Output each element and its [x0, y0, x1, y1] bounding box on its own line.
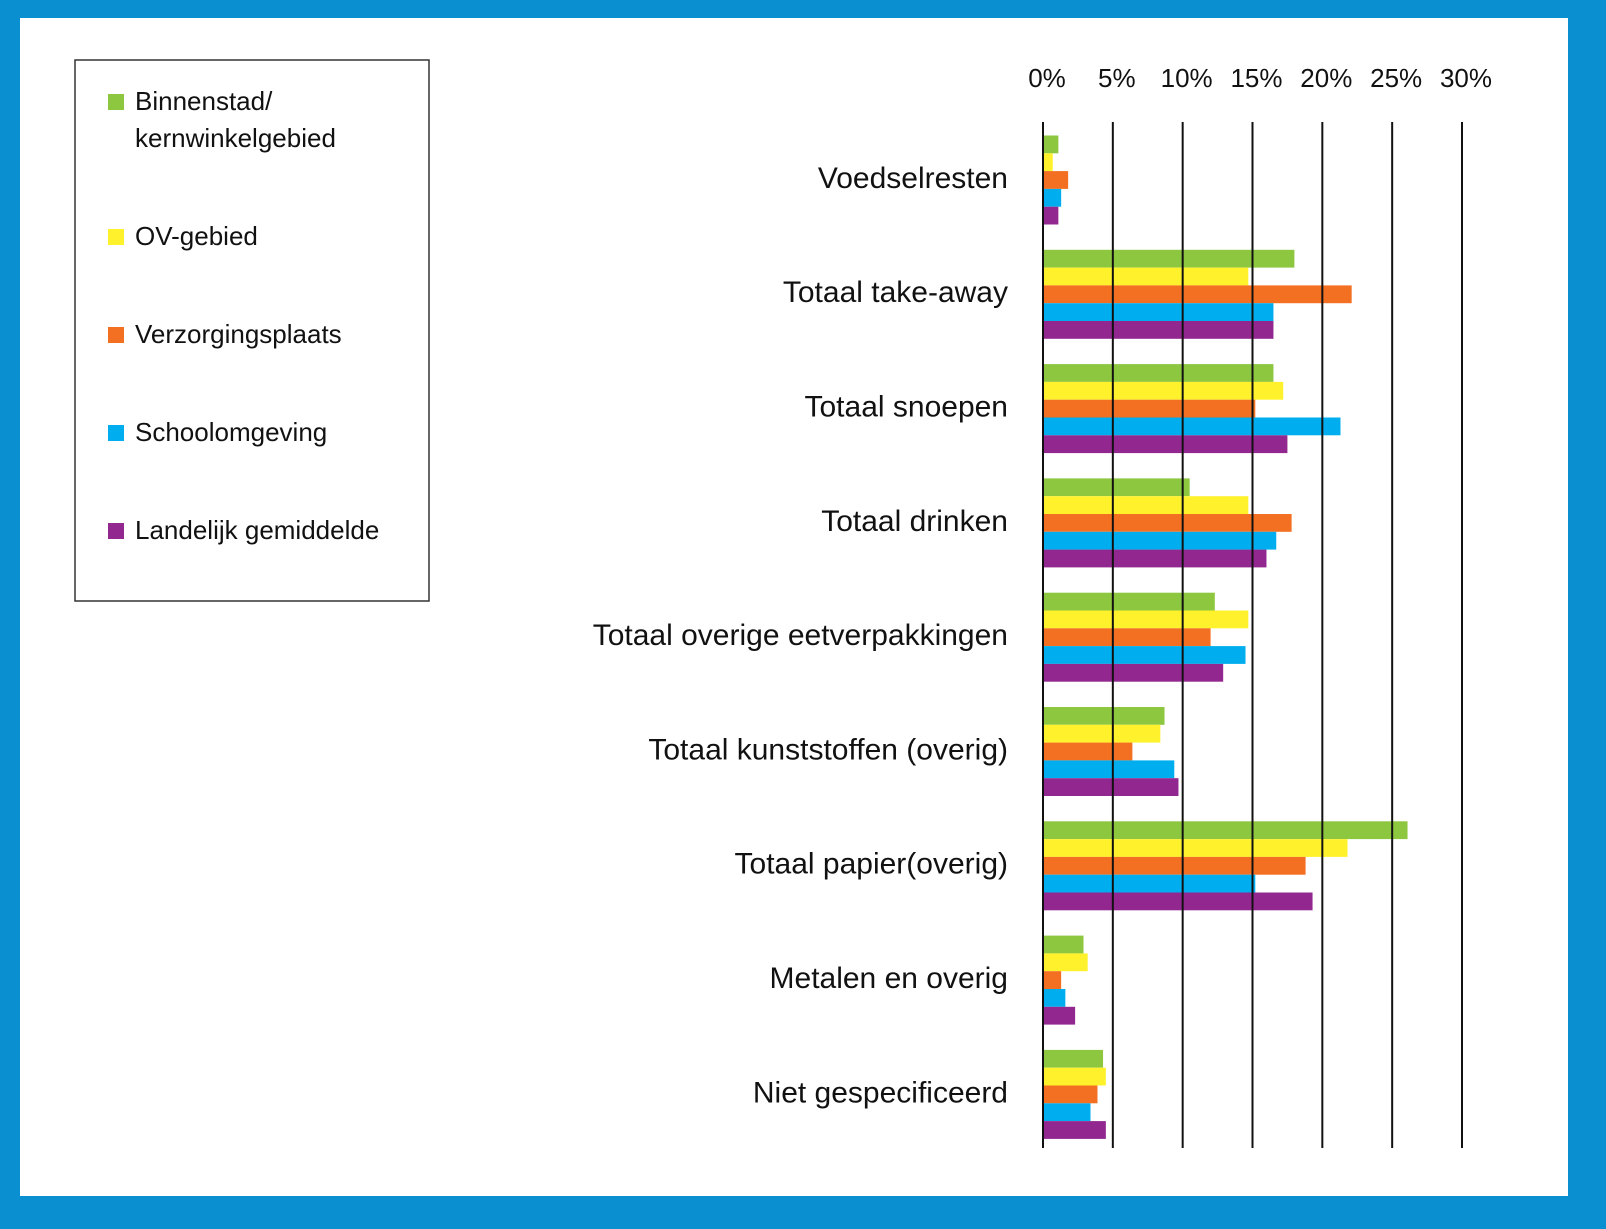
bar: [1043, 303, 1274, 321]
legend-swatch: [108, 523, 124, 539]
bar: [1043, 760, 1175, 779]
bar: [1043, 435, 1288, 454]
bar: [1043, 707, 1165, 725]
x-tick-label: 30%: [1440, 63, 1492, 93]
bar: [1043, 1103, 1091, 1122]
legend-swatch: [108, 229, 124, 245]
bar: [1043, 628, 1211, 647]
bar: [1043, 663, 1224, 682]
bar: [1043, 478, 1190, 497]
bar: [1043, 646, 1246, 664]
legend-label-line: Binnenstad/: [135, 86, 273, 116]
x-tick-label: 20%: [1300, 63, 1352, 93]
category-label: Totaal snoepen: [805, 391, 1009, 424]
bar: [1043, 135, 1059, 154]
bar: [1043, 724, 1161, 743]
legend-swatch: [108, 425, 124, 441]
category-label: Totaal overige eetverpakkingen: [593, 619, 1008, 652]
x-tick-label: 0%: [1028, 63, 1066, 93]
x-tick-label: 5%: [1098, 63, 1136, 93]
legend-swatch: [108, 94, 124, 110]
bar: [1043, 892, 1313, 911]
legend-label-line: kernwinkelgebied: [135, 123, 336, 153]
bar: [1043, 188, 1062, 207]
bar: [1043, 839, 1348, 857]
bar: [1043, 953, 1088, 972]
x-tick-label: 25%: [1370, 63, 1422, 93]
category-label: Voedselresten: [818, 162, 1008, 195]
category-label: Totaal kunststoffen (overig): [648, 733, 1008, 766]
bar: [1043, 989, 1066, 1007]
bar: [1043, 935, 1084, 954]
bar: [1043, 514, 1292, 532]
bar: [1043, 1049, 1104, 1068]
bar: [1043, 742, 1133, 761]
bar: [1043, 153, 1053, 172]
legend-label: Schoolomgeving: [135, 417, 327, 447]
bar: [1043, 531, 1277, 550]
legend-label: Binnenstad/kernwinkelgebied: [135, 86, 336, 153]
bar: [1043, 267, 1249, 286]
bar: [1043, 1067, 1106, 1086]
bar: [1043, 592, 1215, 611]
bar: [1043, 321, 1274, 339]
legend-box: [74, 59, 430, 602]
bar: [1043, 171, 1069, 189]
bar: [1043, 856, 1306, 875]
bar: [1043, 610, 1249, 629]
bar: [1043, 971, 1062, 989]
bar: [1043, 874, 1256, 893]
legend-label: Landelijk gemiddelde: [135, 515, 379, 545]
legend-label: OV-gebied: [135, 221, 258, 251]
bar: [1043, 417, 1341, 436]
bar: [1043, 364, 1274, 382]
bar: [1043, 1006, 1076, 1025]
bar: [1043, 549, 1267, 568]
panel: [20, 18, 1568, 1196]
bar: [1043, 1121, 1106, 1139]
bar: [1043, 496, 1249, 514]
bar: [1043, 778, 1179, 796]
category-label: Totaal take-away: [783, 276, 1008, 309]
category-label: Niet gespecificeerd: [753, 1076, 1008, 1109]
bar: [1043, 285, 1352, 304]
x-tick-label: 10%: [1161, 63, 1213, 93]
bar: [1043, 381, 1284, 400]
x-tick-label: 15%: [1230, 63, 1282, 93]
bar: [1043, 249, 1295, 268]
category-label: Metalen en overig: [770, 962, 1008, 995]
category-label: Totaal papier(overig): [735, 848, 1008, 881]
bar: [1043, 206, 1059, 225]
category-label: Totaal drinken: [821, 505, 1008, 538]
legend-swatch: [108, 327, 124, 343]
bar: [1043, 1085, 1098, 1104]
legend-label: Verzorgingsplaats: [135, 319, 342, 349]
bar: [1043, 399, 1256, 418]
bar: [1043, 821, 1408, 840]
